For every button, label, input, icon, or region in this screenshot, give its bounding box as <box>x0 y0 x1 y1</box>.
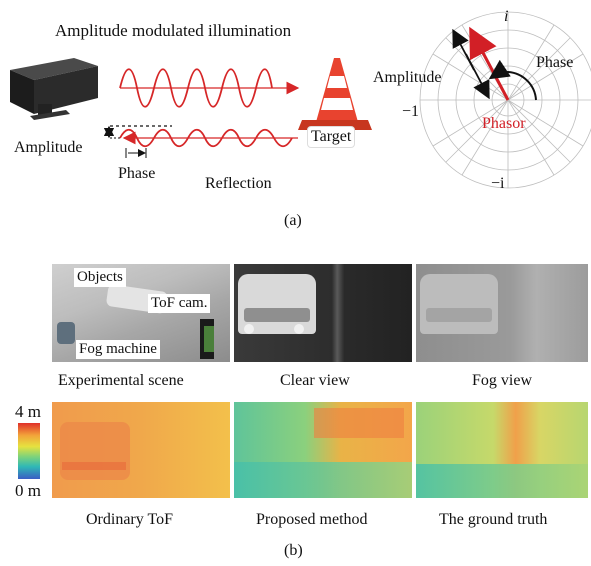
phasor-label: Phasor <box>482 115 526 132</box>
phasor-axis-top: i <box>504 8 509 25</box>
phasor-axis-bottom: −i <box>491 175 505 192</box>
reflection-label: Reflection <box>205 175 272 192</box>
proposed-method-image <box>234 402 412 498</box>
caption-experimental-scene: Experimental scene <box>58 372 184 389</box>
target-cone-icon <box>298 58 372 130</box>
tof-cam-tag: ToF cam. <box>148 294 211 313</box>
caption-a: (a) <box>284 212 302 229</box>
emitted-wave <box>119 68 273 108</box>
caption-fog-view: Fog view <box>472 372 532 389</box>
ground-truth-image <box>416 402 588 498</box>
objects-tag: Objects <box>74 268 126 287</box>
phasor-plot <box>419 11 591 189</box>
phasor-phase-label: Phase <box>536 54 574 71</box>
caption-ground-truth: The ground truth <box>439 511 548 528</box>
target-label: Target <box>308 127 355 147</box>
experimental-scene-image: Objects ToF cam. Fog machine <box>52 264 230 362</box>
phase-arc <box>488 59 537 101</box>
ordinary-tof-image <box>52 402 230 498</box>
clear-view-image <box>234 264 412 362</box>
modulation-waves <box>103 68 300 158</box>
depth-colorbar <box>18 423 40 479</box>
tof-camera-icon <box>10 58 98 120</box>
colorbar-max-label: 4 m <box>15 402 41 421</box>
amplitude-label-left: Amplitude <box>14 139 83 156</box>
phasor-amplitude-label: Amplitude <box>373 69 442 86</box>
fog-machine-tag: Fog machine <box>76 340 160 359</box>
fog-view-image <box>416 264 588 362</box>
phasor-arrow <box>469 26 510 101</box>
caption-clear-view: Clear view <box>280 372 350 389</box>
caption-proposed-method: Proposed method <box>256 511 368 528</box>
caption-b: (b) <box>284 542 303 559</box>
colorbar-min-label: 0 m <box>15 481 41 500</box>
illumination-label: Amplitude modulated illumination <box>55 21 292 40</box>
caption-ordinary-tof: Ordinary ToF <box>86 511 174 528</box>
phase-label-left: Phase <box>118 165 156 182</box>
phasor-axis-left: −1 <box>402 103 420 120</box>
